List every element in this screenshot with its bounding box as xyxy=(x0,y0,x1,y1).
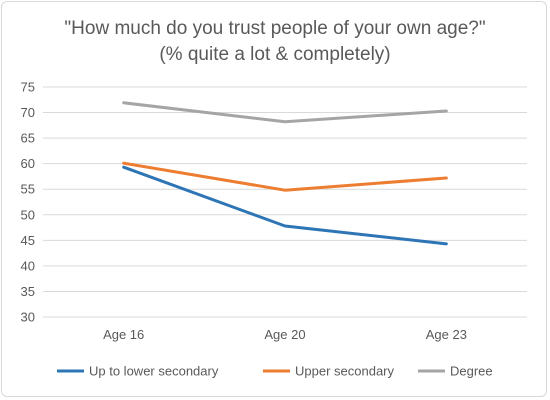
legend-label: Up to lower secondary xyxy=(89,364,219,379)
series-line xyxy=(122,161,448,192)
x-tick-label: Age 20 xyxy=(264,327,305,342)
y-tick-label: 70 xyxy=(21,105,35,120)
series-line xyxy=(122,101,448,124)
y-tick-label: 30 xyxy=(21,310,35,325)
y-tick-label: 60 xyxy=(21,156,35,171)
y-axis-ticks: 30 35 40 45 50 55 60 65 70 75 xyxy=(21,80,35,325)
legend: Up to lower secondary Upper secondary Degr… xyxy=(57,364,493,379)
y-tick-label: 50 xyxy=(21,207,35,222)
y-tick-label: 40 xyxy=(21,258,35,273)
x-axis-ticks: Age 16 Age 20 Age 23 xyxy=(103,327,467,342)
chart-title: "How much do you trust people of your ow… xyxy=(64,18,486,39)
y-tick-label: 35 xyxy=(21,284,35,299)
series-lines xyxy=(122,101,448,246)
x-tick-label: Age 16 xyxy=(103,327,144,342)
legend-label: Degree xyxy=(450,364,493,379)
series-line xyxy=(122,165,448,246)
chart-subtitle: (% quite a lot & completely) xyxy=(159,44,391,65)
y-tick-label: 45 xyxy=(21,233,35,248)
y-tick-label: 65 xyxy=(21,131,35,146)
x-tick-label: Age 23 xyxy=(426,327,467,342)
y-tick-label: 55 xyxy=(21,182,35,197)
legend-label: Upper secondary xyxy=(295,364,394,379)
y-tick-label: 75 xyxy=(21,80,35,95)
